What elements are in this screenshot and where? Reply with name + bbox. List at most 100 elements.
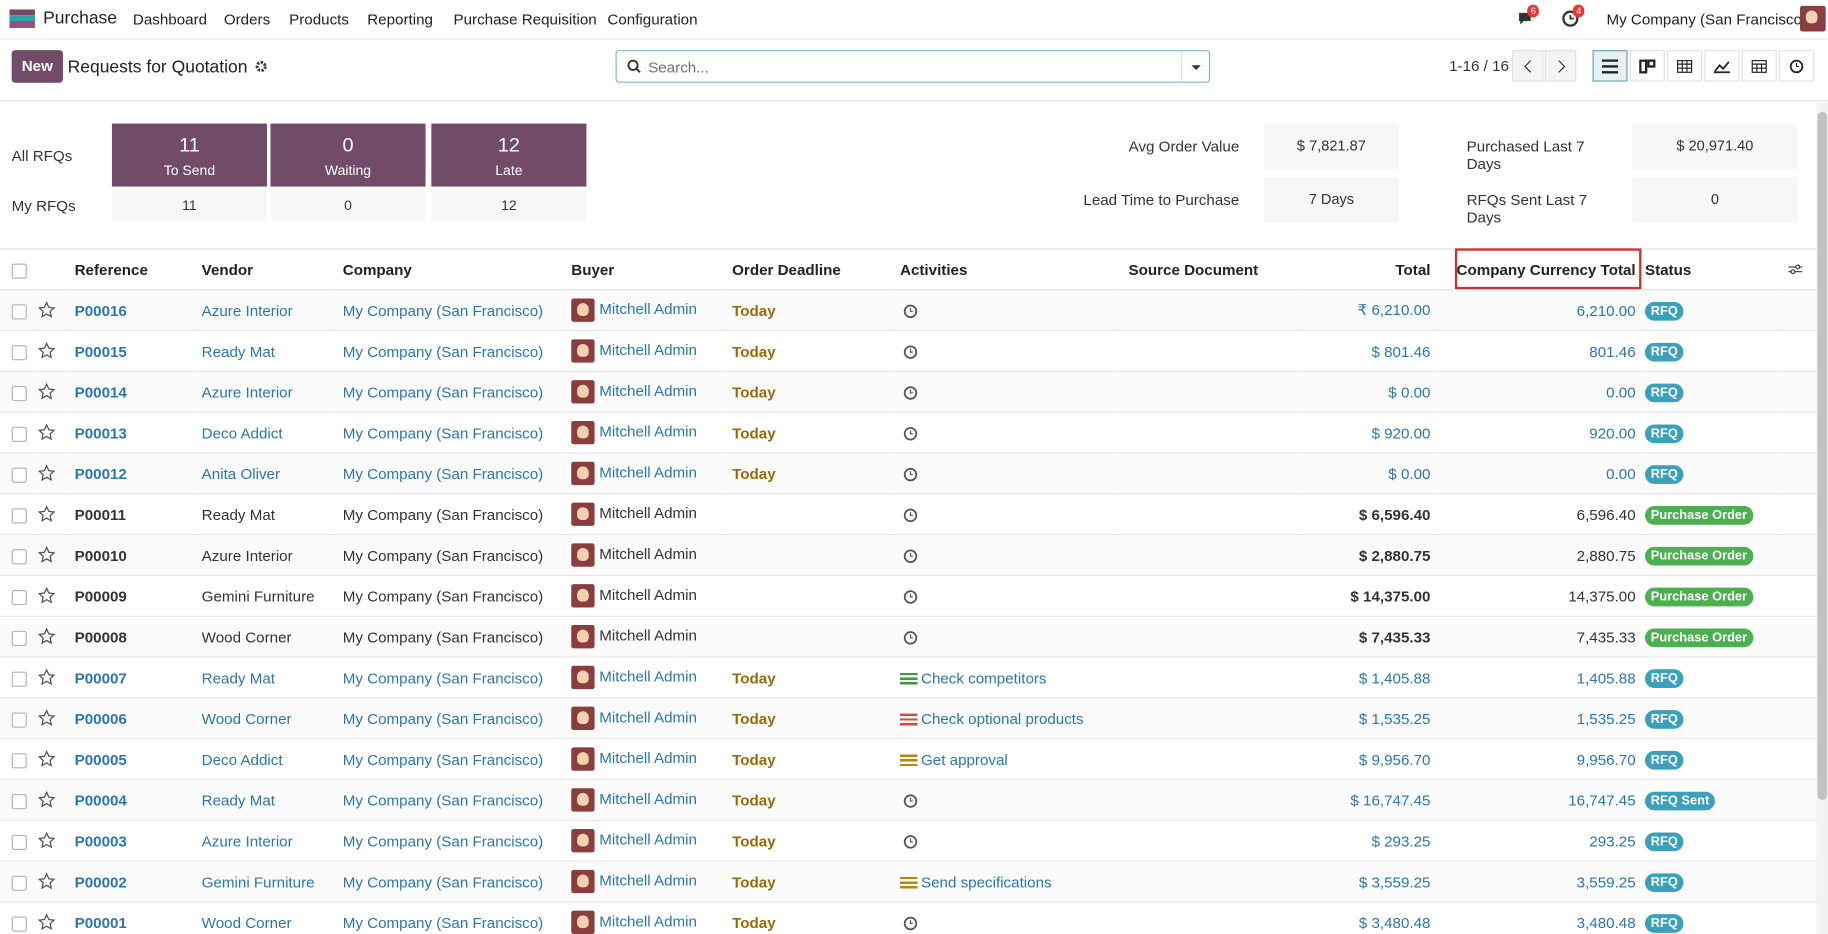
pager-prev[interactable] — [1512, 50, 1544, 82]
table-row[interactable]: P00001 Wood Corner My Company (San Francis… — [0, 901, 1817, 934]
activity-cell[interactable] — [890, 901, 1120, 934]
row-checkbox[interactable] — [0, 330, 38, 372]
column-header[interactable]: Source Document — [1119, 248, 1303, 291]
table-row[interactable]: P00005 Deco Addict My Company (San Francis… — [0, 738, 1817, 781]
favorite-star[interactable] — [37, 738, 66, 781]
menu-item[interactable]: Configuration — [607, 10, 698, 28]
activity-cell[interactable] — [890, 289, 1120, 332]
favorite-star[interactable] — [37, 697, 66, 740]
menu-item[interactable]: Orders — [223, 10, 271, 28]
row-checkbox[interactable] — [0, 493, 38, 536]
row-checkbox[interactable] — [0, 453, 38, 495]
row-checkbox[interactable] — [0, 371, 38, 413]
menu-item[interactable]: Purchase Requisition — [453, 10, 597, 28]
table-row[interactable]: P00014 Azure Interior My Company (San Fran… — [0, 371, 1817, 413]
favorite-star[interactable] — [37, 330, 66, 372]
column-header[interactable]: Activities — [890, 248, 1120, 291]
activity-cell[interactable] — [890, 493, 1120, 536]
activity-cell[interactable] — [890, 575, 1120, 617]
search-box[interactable]: Search... — [615, 50, 1211, 83]
activity-cell[interactable]: Check optional products — [890, 697, 1120, 740]
search-toggle[interactable] — [1180, 51, 1210, 82]
table-row[interactable]: P00007 Ready Mat My Company (San Francisco… — [0, 657, 1817, 699]
my-count[interactable]: 12 — [431, 190, 587, 222]
activity-cell[interactable] — [890, 371, 1120, 413]
column-header[interactable]: Reference — [65, 248, 193, 291]
row-checkbox[interactable] — [0, 697, 38, 740]
row-checkbox[interactable] — [0, 289, 38, 332]
table-row[interactable]: P00010 Azure Interior My Company (San Fran… — [0, 534, 1817, 577]
select-all[interactable] — [0, 248, 38, 291]
menu-item[interactable]: Products — [289, 10, 349, 28]
favorite-star[interactable] — [37, 493, 66, 536]
favorite-star[interactable] — [37, 779, 66, 821]
my-count[interactable]: 11 — [111, 190, 267, 222]
row-checkbox[interactable] — [0, 861, 38, 903]
favorite-star[interactable] — [37, 657, 66, 699]
row-checkbox[interactable] — [0, 779, 38, 821]
column-header[interactable]: Company Currency Total — [1439, 248, 1643, 291]
my-count[interactable]: 0 — [270, 190, 426, 222]
table-row[interactable]: P00016 Azure Interior My Company (San Fran… — [0, 289, 1817, 332]
table-row[interactable]: P00013 Deco Addict My Company (San Francis… — [0, 412, 1817, 454]
activity-cell[interactable]: Check competitors — [890, 657, 1120, 699]
stat-tile[interactable]: 12 Late — [431, 123, 587, 187]
stat-tile[interactable]: 11 To Send — [111, 123, 267, 187]
messages-icon[interactable]: 6 — [1517, 4, 1540, 26]
favorite-star[interactable] — [37, 901, 66, 934]
table-row[interactable]: P00002 Gemini Furniture My Company (San Fr… — [0, 861, 1817, 903]
column-header[interactable]: Company — [333, 248, 562, 291]
pager[interactable]: 1-16 / 16 — [1449, 57, 1509, 75]
table-row[interactable]: P00008 Wood Corner My Company (San Francis… — [0, 616, 1817, 658]
table-row[interactable]: P00006 Wood Corner My Company (San Francis… — [0, 697, 1817, 740]
table-row[interactable]: P00011 Ready Mat My Company (San Francisco… — [0, 493, 1817, 536]
favorite-star[interactable] — [37, 861, 66, 903]
favorite-star[interactable] — [37, 616, 66, 658]
column-header[interactable]: Status — [1642, 248, 1784, 291]
activity-cell[interactable]: Get approval — [890, 738, 1120, 781]
activity-cell[interactable] — [890, 330, 1120, 372]
row-checkbox[interactable] — [0, 820, 38, 862]
table-row[interactable]: P00009 Gemini Furniture My Company (San Fr… — [0, 575, 1817, 617]
settings-gear[interactable] — [255, 60, 267, 73]
optional-columns[interactable] — [1783, 248, 1817, 291]
table-row[interactable]: P00003 Azure Interior My Company (San Fran… — [0, 820, 1817, 862]
menu-item[interactable]: Reporting — [367, 10, 433, 28]
pager-next[interactable] — [1544, 50, 1577, 82]
row-checkbox[interactable] — [0, 901, 38, 934]
favorite-star[interactable] — [37, 453, 66, 495]
favorite-star[interactable] — [37, 371, 66, 413]
favorite-star[interactable] — [37, 820, 66, 862]
app-name[interactable]: Purchase — [43, 8, 118, 28]
column-header[interactable]: Vendor — [192, 248, 334, 291]
graph-view[interactable] — [1704, 50, 1740, 82]
activity-cell[interactable]: Send specifications — [890, 861, 1120, 903]
activity-cell[interactable] — [890, 616, 1120, 658]
stat-tile[interactable]: 0 Waiting — [270, 123, 426, 187]
column-header[interactable]: Buyer — [561, 248, 723, 291]
favorite-star[interactable] — [37, 289, 66, 332]
row-checkbox[interactable] — [0, 534, 38, 577]
user-avatar[interactable] — [1800, 5, 1826, 32]
activity-view[interactable] — [1779, 50, 1815, 82]
table-row[interactable]: P00015 Ready Mat My Company (San Francisco… — [0, 330, 1817, 372]
column-header[interactable]: Total — [1302, 248, 1440, 291]
calendar-view[interactable] — [1741, 50, 1777, 82]
column-header[interactable]: Order Deadline — [722, 248, 891, 291]
row-checkbox[interactable] — [0, 412, 38, 454]
row-checkbox[interactable] — [0, 575, 38, 617]
activity-cell[interactable] — [890, 534, 1120, 577]
pivot-view[interactable] — [1667, 50, 1703, 82]
activities-icon[interactable]: 4 — [1562, 4, 1585, 27]
activity-cell[interactable] — [890, 779, 1120, 821]
row-checkbox[interactable] — [0, 657, 38, 699]
row-checkbox[interactable] — [0, 738, 38, 781]
favorite-star[interactable] — [37, 412, 66, 454]
activity-cell[interactable] — [890, 412, 1120, 454]
row-checkbox[interactable] — [0, 616, 38, 658]
company-switcher[interactable]: My Company (San Francisco) — [1606, 10, 1807, 28]
new-button[interactable]: New — [11, 50, 63, 83]
list-view[interactable] — [1592, 50, 1628, 82]
favorite-star[interactable] — [37, 534, 66, 577]
table-row[interactable]: P00012 Anita Oliver My Company (San Franci… — [0, 453, 1817, 495]
